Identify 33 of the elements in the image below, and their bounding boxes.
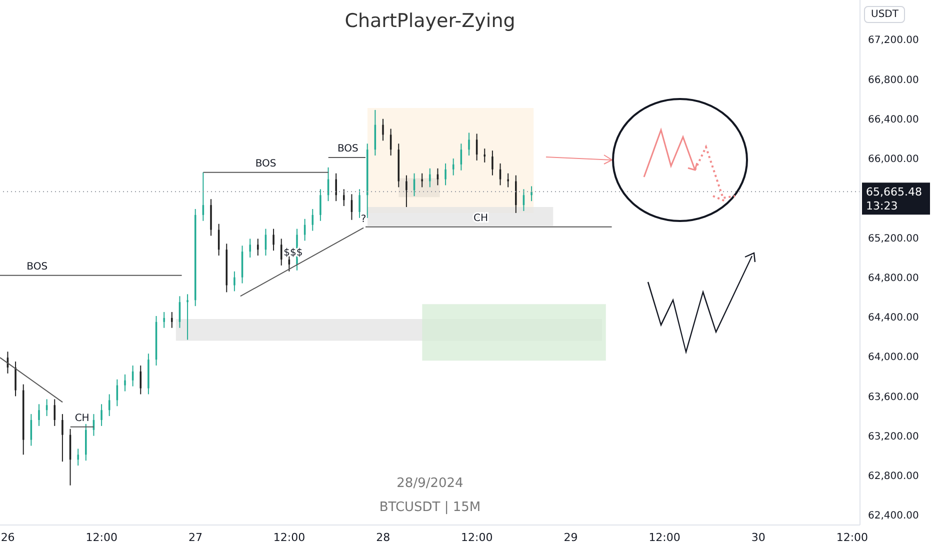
y-tick-label: 66,800.00 (868, 74, 919, 86)
x-tick-label: 28 (376, 530, 390, 544)
text: ChartPlayer-Zying (344, 10, 516, 32)
y-tick-label: 67,200.00 (868, 35, 919, 46)
annotation: BOS (26, 261, 48, 272)
y-tick-label: 64,000.00 (868, 352, 919, 364)
annotation: BOS (255, 158, 276, 170)
y-tick-label: 63,600.00 (868, 392, 919, 403)
annotation: 28/9/2024 (396, 476, 464, 491)
y-tick-label: 62,800.00 (868, 471, 919, 482)
annotation: ? (360, 214, 366, 225)
ref-line-label: 65,665.48 13:23 (866, 186, 922, 213)
annotation: BTCUSDT | 15M (378, 500, 482, 515)
y-tick-label: 65,200.00 (868, 233, 919, 244)
x-tick-label: 29 (564, 530, 578, 544)
y-axis-title: USDT (864, 6, 906, 23)
x-tick-label: 12:00 (836, 530, 868, 544)
x-tick-label: 26 (0, 530, 15, 544)
x-tick-label: 12:00 (648, 530, 680, 544)
x-tick-label: 12:00 (86, 530, 118, 544)
y-tick-label: 62,400.00 (868, 510, 919, 522)
x-tick-label: 12:00 (273, 530, 306, 544)
y-tick-label: 66,000.00 (868, 154, 919, 166)
annotation: BOS (337, 144, 358, 154)
y-tick-label: 64,400.00 (868, 312, 919, 324)
annotation: CH (74, 412, 90, 424)
annotation: CH (474, 212, 488, 224)
x-tick-label: 27 (188, 530, 202, 544)
y-tick-label: 64,800.00 (868, 272, 919, 284)
x-tick-label: 30 (751, 530, 766, 544)
y-tick-label: 66,400.00 (868, 114, 919, 126)
y-tick-label: 63,200.00 (868, 431, 919, 442)
x-tick-label: 12:00 (461, 530, 493, 544)
